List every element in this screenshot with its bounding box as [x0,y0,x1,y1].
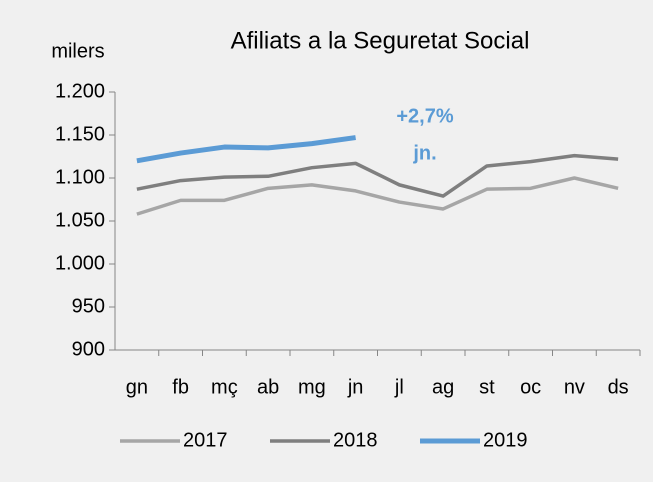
x-tick-label: nv [564,376,585,398]
series-line [136,176,619,216]
x-tick-label: fb [172,376,189,398]
x-tick-label: jl [394,376,404,398]
legend-label: 2017 [183,429,228,451]
x-tick-label: mç [211,376,238,398]
annotation: jn. [412,142,436,164]
y-tick-label: 1.050 [55,209,105,231]
x-tick-label: oc [520,376,541,398]
series-line [136,153,619,198]
x-tick-label: ab [257,376,279,398]
x-tick-label: ds [608,376,629,398]
legend-label: 2019 [483,429,528,451]
y-tick-label: 1.150 [55,123,105,145]
y-tick-label: 1.200 [55,80,105,102]
y-tick-label: 900 [72,338,105,360]
series-line [136,135,356,164]
y-tick-label: 950 [72,295,105,317]
y-tick-label: 1.100 [55,166,105,188]
chart-title: Afiliats a la Seguretat Social [231,27,530,54]
x-tick-label: jn [347,376,364,398]
y-axis-label: milers [51,40,104,62]
y-tick-label: 1.000 [55,252,105,274]
x-tick-label: st [479,376,495,398]
x-tick-label: mg [298,376,326,398]
x-tick-label: ag [432,376,454,398]
x-tick-label: gn [126,376,148,398]
annotation: +2,7% [396,105,453,127]
legend-label: 2018 [333,429,378,451]
